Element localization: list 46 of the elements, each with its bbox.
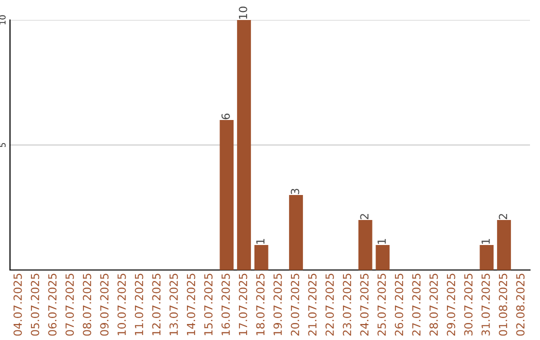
data-label: 10 bbox=[238, 6, 248, 19]
bar bbox=[358, 220, 372, 270]
bar bbox=[480, 245, 494, 270]
x-tick-label: 08.07.2025 bbox=[82, 274, 92, 336]
bar bbox=[376, 245, 390, 270]
bar bbox=[497, 220, 511, 270]
x-tick-label: 10.07.2025 bbox=[117, 274, 126, 336]
x-tick-label: 25.07.2025 bbox=[377, 274, 386, 336]
x-tick-label: 11.07.2025 bbox=[134, 274, 144, 336]
x-tick-label: 21.07.2025 bbox=[308, 274, 317, 336]
x-tick-label: 01.08.2025 bbox=[498, 274, 508, 336]
bar bbox=[289, 195, 303, 270]
x-tick-label: 16.07.2025 bbox=[221, 274, 230, 336]
x-tick-label: 05.07.2025 bbox=[30, 274, 40, 336]
x-tick-label: 06.07.2025 bbox=[48, 274, 57, 336]
x-tick-label: 23.07.2025 bbox=[342, 274, 352, 336]
x-tick-label: 13.07.2025 bbox=[169, 274, 178, 336]
x-tick-label: 17.07.2025 bbox=[238, 274, 248, 336]
x-tick-label: 30.07.2025 bbox=[464, 274, 473, 336]
x-tick-label: 22.07.2025 bbox=[325, 274, 334, 336]
x-tick-label: 18.07.2025 bbox=[256, 274, 265, 336]
x-tick-label: 04.07.2025 bbox=[13, 274, 22, 336]
bar bbox=[237, 20, 251, 270]
data-label: 3 bbox=[290, 188, 300, 194]
x-tick-label: 12.07.2025 bbox=[152, 274, 161, 336]
data-label: 2 bbox=[360, 214, 368, 220]
x-tick-label: 29.07.2025 bbox=[446, 274, 456, 336]
data-label: 1 bbox=[482, 238, 490, 244]
data-label: 6 bbox=[221, 114, 230, 120]
data-label: 1 bbox=[256, 238, 264, 244]
bar bbox=[220, 120, 234, 270]
data-label: 2 bbox=[498, 214, 508, 220]
x-tick-label: 14.07.2025 bbox=[186, 274, 196, 336]
x-tick-label: 20.07.2025 bbox=[290, 274, 300, 336]
bar bbox=[254, 245, 268, 270]
x-tick-label: 15.07.2025 bbox=[204, 274, 213, 336]
x-tick-label: 27.07.2025 bbox=[412, 274, 421, 336]
x-tick-label: 31.07.2025 bbox=[481, 274, 490, 336]
x-tick-label: 02.08.2025 bbox=[516, 274, 525, 336]
x-tick-label: 07.07.2025 bbox=[65, 274, 74, 336]
x-tick-label: 24.07.2025 bbox=[360, 274, 369, 336]
x-tick-label: 26.07.2025 bbox=[394, 274, 404, 336]
x-tick-label: 09.07.2025 bbox=[100, 274, 109, 336]
data-label: 1 bbox=[378, 238, 386, 244]
x-tick-label: 28.07.2025 bbox=[429, 274, 438, 336]
x-tick-label: 19.07.2025 bbox=[273, 274, 282, 336]
